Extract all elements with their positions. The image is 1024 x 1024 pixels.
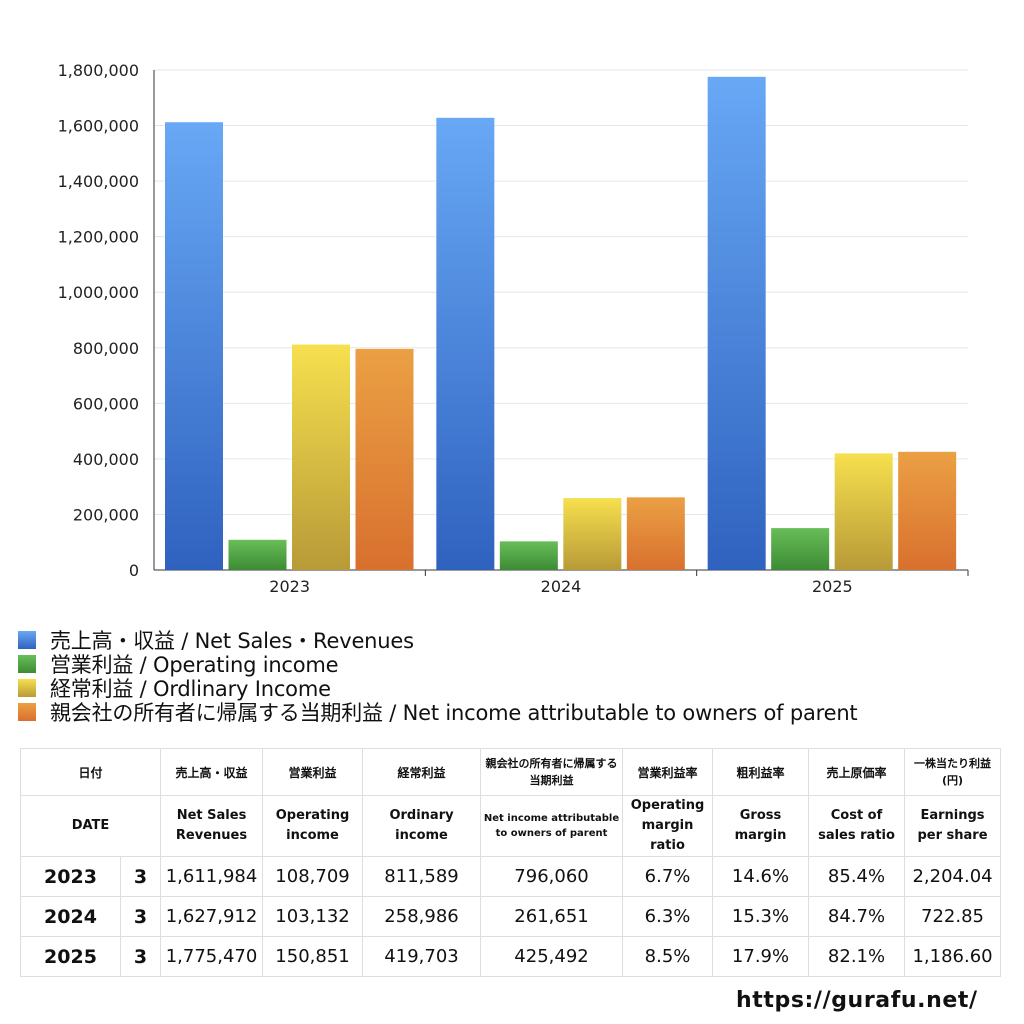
cell-operating-margin: 6.3% xyxy=(622,896,714,937)
cell-eps: 722.85 xyxy=(904,896,1002,937)
table-header-en: DATE Net Sales Revenues Operating income… xyxy=(19,795,1002,857)
bar xyxy=(771,528,830,570)
cell-net-income: 796,060 xyxy=(480,856,624,897)
header-gross-margin-en: Gross margin xyxy=(712,795,810,857)
legend-swatch xyxy=(18,631,36,649)
legend-item-operating-income: 営業利益 / Operating income xyxy=(18,652,1018,677)
legend-label: 売上高・収益 / Net Sales・Revenues xyxy=(50,629,414,653)
bar xyxy=(499,541,558,570)
y-tick-label: 1,400,000 xyxy=(58,172,139,191)
y-tick-label: 1,600,000 xyxy=(58,117,139,136)
legend-label: 営業利益 / Operating income xyxy=(50,653,339,677)
header-net-income-en: Net income attributable to owners of par… xyxy=(480,795,624,857)
row-month: 3 xyxy=(119,896,162,937)
header-operating-margin-en: Operating margin ratio xyxy=(622,795,714,857)
bar xyxy=(228,539,287,570)
table-row: 2023 3 1,611,984 108,709 811,589 796,060… xyxy=(20,856,1002,897)
legend-label: 親会社の所有者に帰属する当期利益 / Net income attributab… xyxy=(50,701,858,725)
cell-operating-margin: 8.5% xyxy=(622,936,714,977)
bar xyxy=(292,344,350,570)
legend-item-net-sales: 売上高・収益 / Net Sales・Revenues xyxy=(18,628,1018,653)
cell-sales: 1,611,984 xyxy=(160,856,264,897)
y-tick-label: 1,200,000 xyxy=(58,228,139,247)
bar xyxy=(355,348,414,570)
header-cost-ratio-jp: 売上原価率 xyxy=(808,748,906,796)
header-date-jp: 日付 xyxy=(19,748,162,796)
y-tick-label: 0 xyxy=(129,561,139,580)
y-tick-label: 1,000,000 xyxy=(58,283,139,302)
bar-chart: 0 200,000 400,000 600,000 800,000 1,000,000 1,… xyxy=(58,61,969,596)
table-header-jp: 日付 売上高・収益 営業利益 経常利益 親会社の所有者に帰属する当期利益 営業利… xyxy=(19,748,1002,796)
legend: 売上高・収益 / Net Sales・Revenues 営業利益 / Opera… xyxy=(18,628,1018,725)
header-sales-en: Net Sales Revenues xyxy=(160,795,264,857)
y-tick-label: 1,800,000 xyxy=(58,61,139,80)
cell-sales: 1,627,912 xyxy=(160,896,264,937)
table-row: 2024 3 1,627,912 103,132 258,986 261,651… xyxy=(20,896,1002,937)
y-tick-label: 200,000 xyxy=(73,505,139,524)
header-ordinary-jp: 経常利益 xyxy=(362,748,482,796)
financial-table: 日付 売上高・収益 営業利益 経常利益 親会社の所有者に帰属する当期利益 営業利… xyxy=(19,748,1002,977)
header-ordinary-en: Ordinary income xyxy=(362,795,482,857)
cell-operating: 103,132 xyxy=(262,896,364,937)
cell-sales: 1,775,470 xyxy=(160,936,264,977)
cell-gross-margin: 15.3% xyxy=(712,896,810,937)
cell-net-income: 261,651 xyxy=(480,896,624,937)
cell-ordinary: 258,986 xyxy=(362,896,482,937)
row-year: 2024 xyxy=(20,896,121,937)
cell-operating: 108,709 xyxy=(262,856,364,897)
x-tick-label: 2024 xyxy=(541,577,582,596)
header-operating-margin-jp: 営業利益率 xyxy=(622,748,714,796)
row-month: 3 xyxy=(119,856,162,897)
x-tick-label: 2025 xyxy=(812,577,853,596)
row-month: 3 xyxy=(119,936,162,977)
cell-operating-margin: 6.7% xyxy=(622,856,714,897)
header-eps-jp: 一株当たり利益(円) xyxy=(904,748,1002,796)
header-eps-en: Earnings per share xyxy=(904,795,1002,857)
y-tick-label: 800,000 xyxy=(73,339,139,358)
cell-ordinary: 811,589 xyxy=(362,856,482,897)
row-year: 2025 xyxy=(20,936,121,977)
bar xyxy=(165,122,223,570)
header-cost-ratio-en: Cost of sales ratio xyxy=(808,795,906,857)
header-net-income-jp: 親会社の所有者に帰属する当期利益 xyxy=(480,748,624,796)
header-operating-jp: 営業利益 xyxy=(262,748,364,796)
cell-eps: 1,186.60 xyxy=(904,936,1002,977)
cell-cost-ratio: 84.7% xyxy=(808,896,906,937)
header-date-en: DATE xyxy=(19,795,162,857)
bar xyxy=(898,451,957,570)
cell-gross-margin: 14.6% xyxy=(712,856,810,897)
bar xyxy=(436,117,495,571)
legend-label: 経常利益 / Ordlinary Income xyxy=(50,677,331,701)
bar xyxy=(707,76,766,570)
legend-swatch xyxy=(18,655,36,673)
header-operating-en: Operating income xyxy=(262,795,364,857)
cell-gross-margin: 17.9% xyxy=(712,936,810,977)
y-tick-label: 600,000 xyxy=(73,394,139,413)
legend-item-net-income: 親会社の所有者に帰属する当期利益 / Net income attributab… xyxy=(18,700,1018,725)
cell-net-income: 425,492 xyxy=(480,936,624,977)
row-year: 2023 xyxy=(20,856,121,897)
bar xyxy=(626,497,685,570)
table-row: 2025 3 1,775,470 150,851 419,703 425,492… xyxy=(20,936,1002,977)
legend-swatch xyxy=(18,703,36,721)
header-gross-margin-jp: 粗利益率 xyxy=(712,748,810,796)
cell-ordinary: 419,703 xyxy=(362,936,482,977)
cell-cost-ratio: 85.4% xyxy=(808,856,906,897)
y-tick-label: 400,000 xyxy=(73,450,139,469)
cell-operating: 150,851 xyxy=(262,936,364,977)
bar xyxy=(834,453,893,570)
legend-item-ordinary-income: 経常利益 / Ordlinary Income xyxy=(18,676,1018,701)
legend-swatch xyxy=(18,679,36,697)
bar xyxy=(563,498,622,570)
x-tick-label: 2023 xyxy=(269,577,310,596)
header-sales-jp: 売上高・収益 xyxy=(160,748,264,796)
cell-eps: 2,204.04 xyxy=(904,856,1002,897)
source-url: https://gurafu.net/ xyxy=(736,988,978,1013)
cell-cost-ratio: 82.1% xyxy=(808,936,906,977)
